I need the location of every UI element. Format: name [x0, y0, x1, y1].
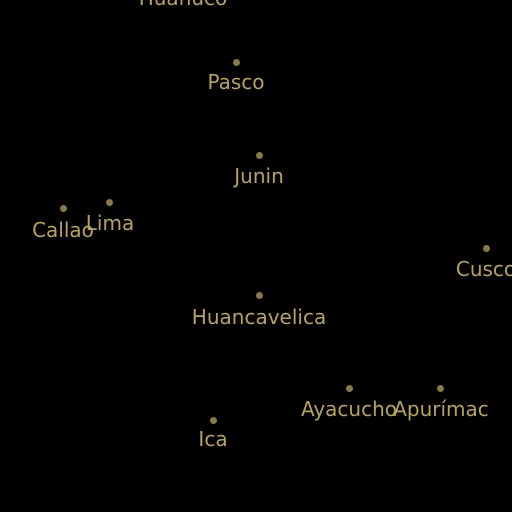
place-marker[interactable]	[346, 385, 353, 392]
place-label: Ayacucho	[301, 397, 397, 421]
place-label: Cusco	[455, 257, 512, 281]
place-label: Callao	[32, 218, 94, 242]
place-label: Junin	[234, 164, 284, 188]
place-label: Huancavelica	[191, 305, 327, 329]
place-label: Lima	[85, 211, 135, 235]
place-label: Huánuco	[139, 0, 228, 10]
place-label: Ica	[198, 427, 228, 451]
place-marker[interactable]	[437, 385, 444, 392]
place-marker[interactable]	[210, 417, 217, 424]
place-marker[interactable]	[233, 59, 240, 66]
place-marker[interactable]	[256, 292, 263, 299]
place-marker[interactable]	[106, 199, 113, 206]
place-label: Apurímac	[393, 397, 489, 421]
place-marker[interactable]	[483, 245, 490, 252]
place-marker[interactable]	[256, 152, 263, 159]
place-label: Pasco	[207, 70, 265, 94]
place-marker[interactable]	[60, 205, 67, 212]
